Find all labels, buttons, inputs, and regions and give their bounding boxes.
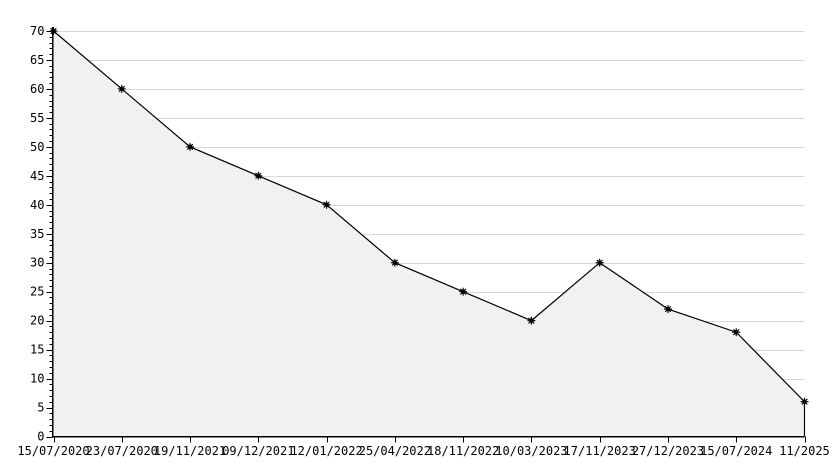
y-tick-label: 40 [30,198,44,212]
y-tick-label: 10 [30,372,44,386]
data-point-marker [595,258,604,267]
y-tick-label: 70 [30,24,44,38]
x-tick-label: 23/07/2020 [86,444,158,458]
data-point-marker [732,328,741,337]
y-tick-label: 65 [30,53,44,67]
data-point-marker [800,397,809,406]
x-tick-label: 15/07/2024 [700,444,772,458]
x-tick-label: 19/11/2021 [154,444,226,458]
x-tick-label: 18/11/2022 [427,444,499,458]
data-point-marker [663,305,672,314]
data-point-marker [254,171,263,180]
x-tick-labels: 15/07/202023/07/202019/11/202109/12/2021… [17,444,829,458]
data-point-marker [390,258,399,267]
data-point-marker [527,316,536,325]
y-ticks [46,31,53,438]
y-tick-label: 30 [30,256,44,270]
x-tick-label: 17/11/2023 [564,444,636,458]
data-point-marker [459,287,468,296]
y-tick-label: 60 [30,82,44,96]
data-point-marker [186,142,195,151]
data-point-marker [117,84,126,93]
y-tick-label: 35 [30,227,44,241]
y-tick-label: 20 [30,314,44,328]
data-point-marker [49,27,58,35]
x-tick-label: 27/12/2023 [632,444,704,458]
x-tick-label: 15/07/2020 [17,444,89,458]
y-tick-label: 50 [30,140,44,154]
y-tick-label: 5 [37,401,44,415]
y-tick-label: 45 [30,169,44,183]
y-tick-labels: 0 5 10 15 20 25 30 35 40 45 50 55 60 65 70 [30,24,44,444]
y-tick-label: 25 [30,285,44,299]
data-point-marker [322,200,331,209]
data-point-markers [49,27,809,406]
x-tick-label: 12/01/2022 [290,444,362,458]
x-tick-label: 10/03/2023 [495,444,567,458]
y-tick-label: 0 [37,430,44,444]
x-ticks [53,436,807,443]
y-tick-label: 55 [30,111,44,125]
y-tick-label: 15 [30,343,44,357]
area-fill [53,31,805,437]
x-tick-label: 09/12/2021 [222,444,294,458]
x-tick-label: 11/2025 [779,444,830,458]
x-tick-label: 25/04/2022 [359,444,431,458]
